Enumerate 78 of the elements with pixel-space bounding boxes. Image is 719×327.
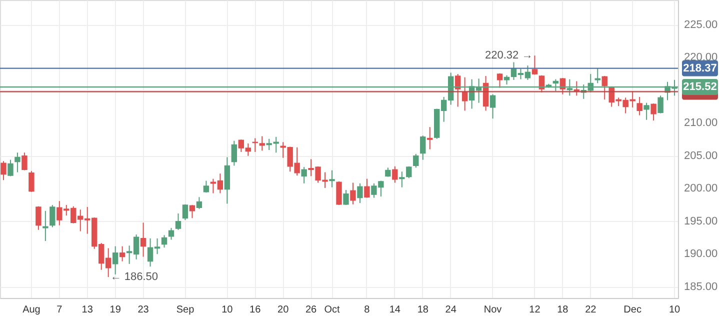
x-tick-label: 24 bbox=[445, 304, 457, 316]
y-tick-label: 205.00 bbox=[684, 150, 718, 162]
x-tick-label: 13 bbox=[82, 304, 94, 316]
candlestick bbox=[28, 170, 34, 192]
candlestick bbox=[413, 153, 419, 168]
x-tick-label: 8 bbox=[364, 304, 370, 316]
candlestick bbox=[385, 167, 391, 178]
candlestick bbox=[420, 135, 426, 160]
candlestick bbox=[161, 234, 168, 248]
x-tick-label: 23 bbox=[138, 304, 150, 316]
candlestick bbox=[454, 74, 461, 108]
candlestick bbox=[504, 74, 510, 85]
candlestick bbox=[22, 152, 28, 171]
candlestick bbox=[532, 55, 538, 76]
candlestick bbox=[336, 180, 342, 206]
x-tick-label: Dec bbox=[624, 304, 642, 316]
y-tick-label: 200.00 bbox=[684, 182, 718, 195]
candlestick bbox=[112, 246, 118, 275]
candlestick bbox=[650, 102, 656, 122]
x-tick-label: Oct bbox=[324, 304, 340, 316]
candlestick bbox=[140, 222, 146, 258]
candlestick bbox=[462, 76, 468, 112]
candlestick bbox=[189, 204, 196, 219]
y-tick-label: 190.00 bbox=[684, 248, 718, 260]
x-tick-label: Aug bbox=[22, 304, 40, 316]
x-tick-label: 26 bbox=[305, 304, 318, 316]
x-tick-label: 16 bbox=[250, 304, 262, 316]
x-tick-label: 10 bbox=[668, 304, 681, 316]
candlestick bbox=[392, 166, 398, 184]
candlestick bbox=[350, 182, 356, 205]
candlestick bbox=[36, 206, 42, 230]
candlestick bbox=[301, 166, 307, 184]
candlestick bbox=[496, 72, 503, 88]
candlestick bbox=[8, 159, 14, 177]
x-tick-label: 19 bbox=[110, 304, 122, 316]
candlestick bbox=[42, 210, 48, 242]
x-tick-label: 22 bbox=[585, 304, 597, 316]
candlestick bbox=[259, 136, 265, 152]
candlestick bbox=[203, 180, 210, 194]
candlestick bbox=[357, 182, 363, 204]
annotation: 220.32 → bbox=[485, 50, 533, 62]
candlestick bbox=[427, 126, 433, 150]
x-tick-label: 20 bbox=[278, 304, 290, 316]
x-tick-label: Sep bbox=[176, 304, 195, 316]
candlestick bbox=[329, 170, 335, 188]
ref-line-label: 218.37 bbox=[683, 62, 717, 74]
candlestick bbox=[0, 160, 6, 181]
candlestick bbox=[182, 204, 188, 221]
ref-line-label: 215.52 bbox=[683, 80, 717, 93]
candlestick bbox=[231, 140, 238, 166]
y-tick-label: 210.00 bbox=[684, 117, 718, 130]
candlestick bbox=[644, 102, 650, 120]
x-tick-label: 18 bbox=[557, 304, 569, 316]
x-tick-label: Nov bbox=[484, 304, 502, 316]
x-tick-label: 10 bbox=[222, 304, 234, 316]
x-tick-label: 18 bbox=[417, 304, 429, 316]
candlestick bbox=[602, 75, 608, 100]
candlestick bbox=[343, 189, 349, 206]
x-tick-label: 12 bbox=[529, 304, 541, 316]
candlestick bbox=[636, 96, 642, 116]
candlestick bbox=[50, 204, 56, 228]
candlestick bbox=[658, 95, 664, 114]
annotation: ← 186.50 bbox=[110, 271, 158, 284]
candlestick bbox=[14, 152, 20, 173]
candlestick bbox=[399, 171, 405, 188]
candlestick bbox=[119, 246, 126, 262]
y-tick-label: 185.00 bbox=[684, 280, 718, 293]
candlestick bbox=[168, 227, 174, 240]
x-tick-label: 7 bbox=[56, 304, 63, 316]
candlestick bbox=[364, 178, 370, 198]
candlestick bbox=[175, 213, 182, 230]
candlestick bbox=[490, 94, 496, 120]
candlestick bbox=[594, 68, 600, 84]
candlestick bbox=[196, 196, 202, 210]
y-tick-label: 195.00 bbox=[684, 215, 718, 228]
y-tick-label: 225.00 bbox=[684, 18, 718, 31]
x-tick-label: 14 bbox=[389, 304, 401, 316]
candlestick bbox=[224, 156, 230, 204]
